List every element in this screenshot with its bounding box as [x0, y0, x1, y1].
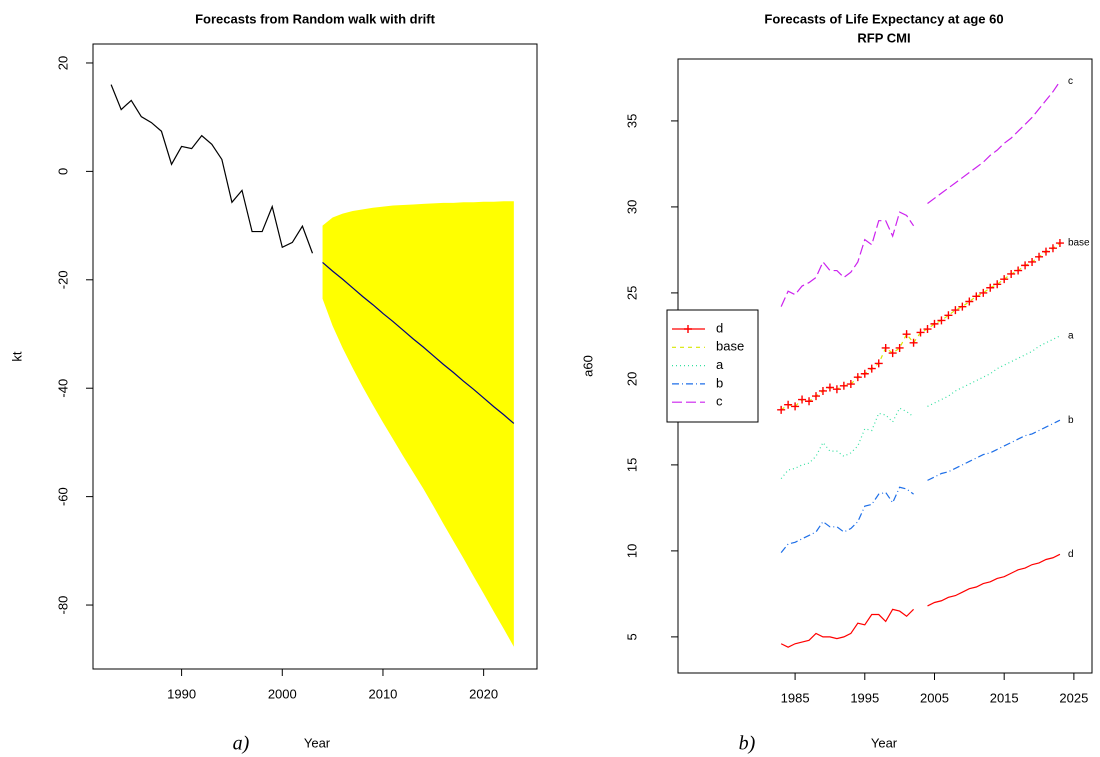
point-marker — [784, 400, 793, 409]
point-marker — [1021, 261, 1030, 270]
x-tick-label: 2020 — [469, 686, 498, 701]
y-tick-label: 30 — [624, 200, 639, 214]
series-line — [927, 335, 1061, 407]
series-line — [927, 81, 1061, 204]
x-tick-label: 2010 — [368, 686, 397, 701]
legend-symbol — [684, 325, 692, 333]
y-tick-label: 10 — [624, 544, 639, 558]
y-axis-label: kt — [9, 351, 24, 362]
chart-title: Forecasts of Life Expectancy at age 60 — [764, 11, 1003, 26]
point-marker — [846, 380, 855, 389]
legend-label: b — [716, 375, 723, 390]
x-tick-label: 2015 — [990, 690, 1019, 705]
y-tick-label: -40 — [55, 379, 70, 398]
legend-label: d — [716, 320, 723, 335]
point-marker — [979, 288, 988, 297]
point-marker — [1048, 244, 1057, 253]
series-line — [927, 419, 1061, 481]
point-marker — [874, 359, 883, 368]
x-tick-label: 1985 — [781, 690, 810, 705]
chart-title: Forecasts from Random walk with drift — [195, 11, 435, 26]
point-marker — [1028, 257, 1037, 266]
point-marker — [853, 373, 862, 382]
series-line — [780, 407, 914, 480]
point-marker — [777, 405, 786, 414]
y-tick-label: 5 — [624, 633, 639, 640]
x-tick-label: 1995 — [850, 690, 879, 705]
end-label: a — [1068, 331, 1074, 342]
point-marker — [1014, 266, 1023, 275]
point-marker — [958, 302, 967, 311]
point-marker — [888, 349, 897, 358]
point-marker — [965, 297, 974, 306]
legend-label: base — [716, 339, 744, 354]
series-line — [322, 261, 515, 424]
point-marker — [1055, 239, 1064, 248]
y-tick-label: -80 — [55, 596, 70, 615]
y-tick-label: 20 — [55, 56, 70, 70]
x-axis-label: Year — [871, 735, 898, 750]
y-tick-label: 20 — [624, 372, 639, 386]
panel-label: b) — [739, 733, 756, 755]
x-tick-label: 2025 — [1059, 690, 1088, 705]
point-marker — [909, 338, 918, 347]
point-marker — [832, 385, 841, 394]
legend-label: a — [716, 357, 724, 372]
chart-subtitle: RFP CMI — [857, 30, 910, 45]
point-marker — [895, 343, 904, 352]
point-marker — [839, 381, 848, 390]
point-marker — [1007, 269, 1016, 278]
legend: d base abc — [666, 309, 759, 423]
point-marker — [951, 306, 960, 315]
forecast-interval — [322, 201, 514, 647]
y-tick-label: 25 — [624, 286, 639, 300]
y-tick-label: -20 — [55, 270, 70, 289]
point-marker — [944, 311, 953, 320]
point-marker — [972, 292, 981, 301]
point-marker — [993, 280, 1002, 289]
point-marker — [860, 369, 869, 378]
point-marker — [812, 392, 820, 401]
point-marker — [937, 316, 946, 325]
panel-label: a) — [233, 733, 250, 755]
y-tick-label: 15 — [624, 458, 639, 472]
y-axis-label: a60 — [580, 355, 595, 377]
y-tick-label: 35 — [624, 114, 639, 128]
end-label: base — [1068, 238, 1090, 249]
y-tick-label: -60 — [55, 487, 70, 506]
legend-label: c — [716, 394, 723, 409]
point-marker — [1042, 247, 1050, 256]
end-label: c — [1068, 76, 1073, 87]
point-marker — [923, 325, 932, 334]
point-marker — [1000, 275, 1009, 284]
point-marker — [825, 383, 834, 392]
point-marker — [1035, 252, 1044, 261]
point-marker — [867, 364, 876, 373]
series-line — [110, 84, 314, 254]
point-marker — [818, 386, 827, 395]
series-line — [780, 211, 915, 307]
end-label: b — [1068, 415, 1074, 426]
y-tick-label: 0 — [55, 168, 70, 175]
point-marker — [930, 319, 939, 328]
x-tick-label: 2000 — [268, 686, 297, 701]
series-line — [780, 486, 914, 553]
point-marker — [986, 283, 995, 292]
point-marker — [798, 395, 807, 404]
point-marker — [791, 402, 800, 411]
point-marker — [881, 343, 890, 352]
point-marker — [805, 397, 814, 406]
point-marker — [916, 328, 925, 337]
series-line — [927, 553, 1061, 607]
x-axis-label: Year — [304, 735, 331, 750]
series-line — [780, 242, 1061, 411]
x-tick-label: 2005 — [920, 690, 949, 705]
point-marker — [902, 330, 911, 339]
series-line — [780, 608, 914, 648]
end-label: d — [1068, 549, 1074, 560]
x-tick-label: 1990 — [167, 686, 196, 701]
